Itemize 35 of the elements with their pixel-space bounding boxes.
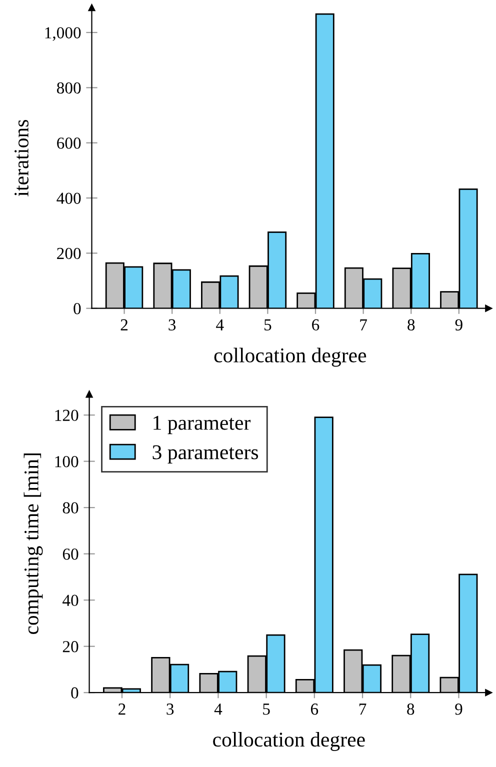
x-tick-label: 8 <box>407 704 414 715</box>
x-tick-label: 5 <box>264 319 272 330</box>
x-tick-label: 3 <box>166 704 174 715</box>
x-tick-label: 2 <box>118 704 126 715</box>
x-tick-label: 9 <box>455 319 462 330</box>
x-tick-label: 3 <box>168 319 176 330</box>
x-tick-label: 4 <box>216 319 224 330</box>
legend-label: 1 parameter <box>154 416 250 434</box>
x-tick-label: 6 <box>310 704 318 715</box>
y-tick-label: 20 <box>62 641 78 652</box>
y-tick-label: 0 <box>71 687 78 699</box>
y-tick-label: 600 <box>57 138 81 149</box>
x-axis-title: collocation degree <box>214 348 366 367</box>
x-tick-label: 4 <box>214 704 222 715</box>
x-axis-title: collocation degree <box>213 732 365 751</box>
y-tick-label: 40 <box>62 594 78 606</box>
y-tick-label: 100 <box>55 456 78 468</box>
y-tick-label: 400 <box>56 192 81 204</box>
y-axis-title: iterations <box>14 120 28 196</box>
y-tick-label: 800 <box>56 82 81 94</box>
x-tick-label: 6 <box>312 319 320 330</box>
x-tick-label: 8 <box>408 319 415 330</box>
y-tick-label: 200 <box>57 248 81 260</box>
y-tick-label: 60 <box>62 548 78 560</box>
y-tick-label: 1,000 <box>45 27 81 41</box>
x-tick-label: 5 <box>263 704 270 715</box>
legend-label: 3 parameters <box>152 445 258 464</box>
x-tick-label: 2 <box>120 319 128 330</box>
x-tick-label: 7 <box>359 704 366 715</box>
y-tick-label: 80 <box>62 502 78 514</box>
x-tick-label: 7 <box>360 319 367 330</box>
y-axis-title: computing time [min] <box>24 454 43 634</box>
y-tick-label: 0 <box>74 303 81 314</box>
x-tick-label: 9 <box>455 704 462 715</box>
y-tick-label: 120 <box>55 410 78 421</box>
